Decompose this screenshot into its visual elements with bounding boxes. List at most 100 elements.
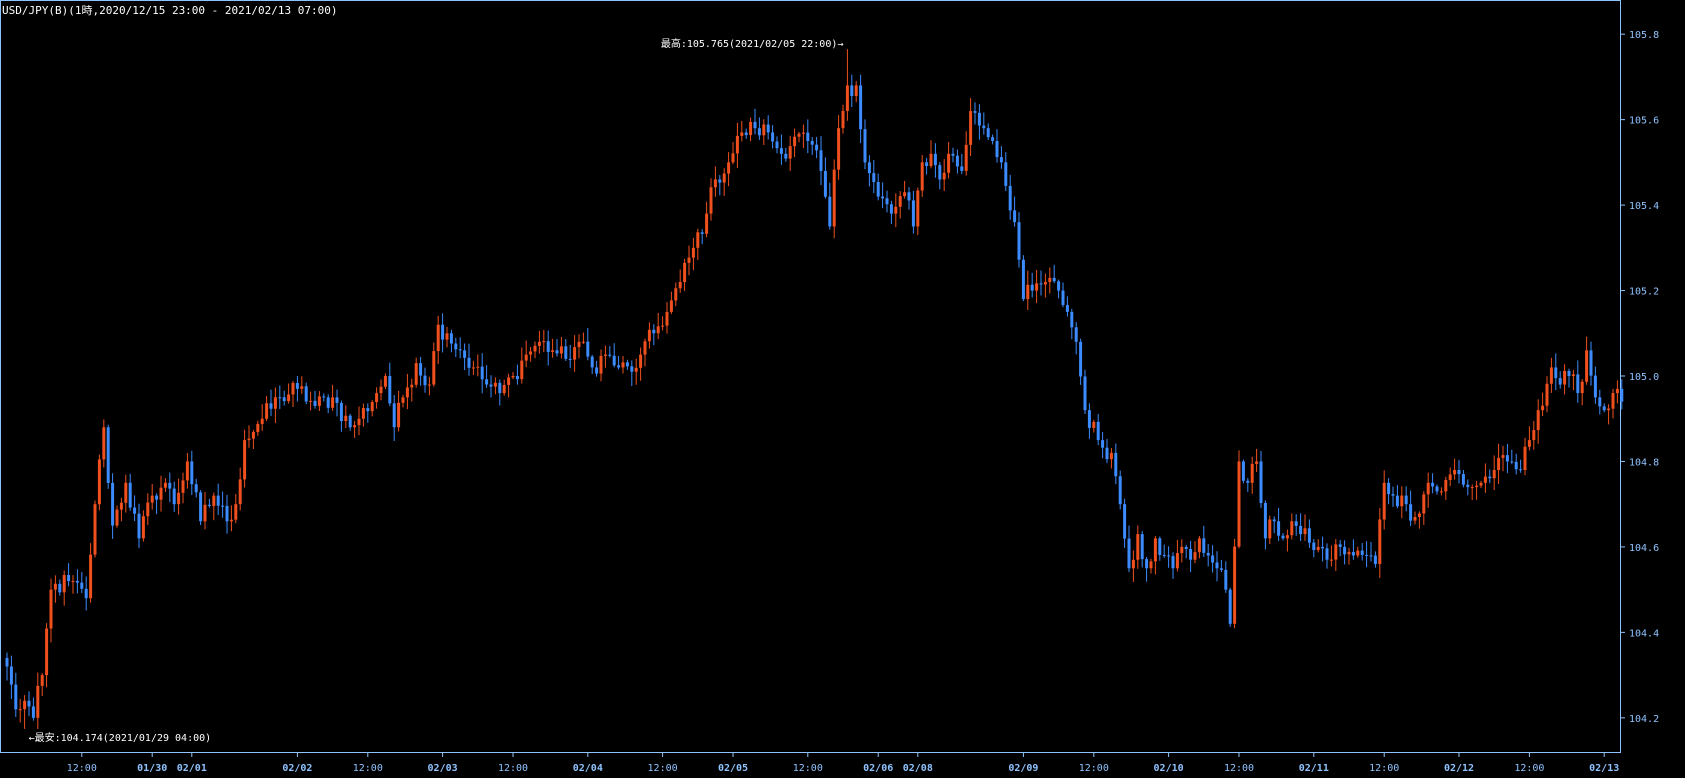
- x-tick-label: 12:00: [648, 763, 678, 774]
- candle: [1233, 538, 1237, 629]
- candle: [1483, 463, 1487, 493]
- candle: [634, 358, 638, 385]
- candle: [1549, 357, 1553, 393]
- candle: [1448, 467, 1452, 487]
- x-tick-label: 02/13: [1589, 763, 1619, 774]
- candle: [238, 467, 242, 511]
- candle: [40, 673, 44, 696]
- candle: [1497, 443, 1501, 485]
- candle: [859, 74, 863, 144]
- candle: [705, 201, 709, 238]
- chart-title: USD/JPY(B)(1時,2020/12/15 23:00 - 2021/02…: [2, 4, 338, 17]
- candle: [159, 475, 163, 512]
- candle: [115, 505, 119, 528]
- candle: [889, 200, 893, 224]
- candle: [212, 492, 216, 521]
- candle: [423, 367, 427, 393]
- candle: [995, 129, 999, 163]
- candle: [133, 495, 137, 522]
- candle: [1158, 536, 1162, 561]
- candle: [344, 405, 348, 429]
- candle: [568, 344, 572, 368]
- x-tick-label: 02/04: [573, 763, 603, 774]
- candle: [1470, 484, 1474, 501]
- candle: [1030, 272, 1034, 298]
- candle: [357, 406, 361, 436]
- candle: [700, 229, 704, 245]
- candle: [441, 313, 445, 353]
- candle: [1096, 413, 1100, 446]
- candle: [1475, 481, 1479, 500]
- candle: [1541, 392, 1545, 417]
- candle: [577, 334, 581, 359]
- candle: [304, 382, 308, 405]
- candle: [1501, 445, 1505, 472]
- candle: [955, 149, 959, 174]
- candle: [507, 373, 511, 398]
- candle: [1281, 533, 1285, 541]
- candle: [1479, 480, 1483, 488]
- candle: [322, 393, 326, 402]
- candle: [1109, 447, 1113, 469]
- candle: [595, 360, 599, 377]
- candle: [850, 74, 854, 108]
- candle: [546, 330, 550, 366]
- candle: [590, 354, 594, 374]
- candle: [1554, 353, 1558, 391]
- candle: [1585, 336, 1589, 385]
- candle: [278, 385, 282, 410]
- candle: [1343, 540, 1347, 565]
- candle: [1092, 419, 1096, 433]
- candle: [898, 191, 902, 219]
- candle: [155, 493, 159, 515]
- candle: [1338, 540, 1342, 557]
- candle: [1211, 545, 1215, 573]
- candle: [14, 672, 18, 717]
- candle: [920, 155, 924, 197]
- candle: [225, 494, 229, 534]
- candle: [106, 424, 110, 489]
- candle: [779, 134, 783, 165]
- candle: [1505, 443, 1509, 474]
- candle: [599, 349, 603, 382]
- candle: [370, 400, 374, 417]
- candle: [788, 135, 792, 171]
- y-tick-label: 105.0: [1629, 372, 1659, 383]
- x-tick-label: 02/08: [903, 763, 933, 774]
- candle: [845, 49, 849, 121]
- x-tick-label: 12:00: [67, 763, 97, 774]
- candle: [53, 575, 57, 603]
- candle: [1035, 269, 1039, 304]
- candle: [696, 228, 700, 260]
- x-tick-label: 02/12: [1444, 763, 1474, 774]
- candle: [1607, 404, 1611, 425]
- candle: [410, 378, 414, 402]
- candle: [982, 112, 986, 135]
- candle: [234, 493, 238, 524]
- y-tick-label: 105.4: [1629, 201, 1659, 212]
- candle: [449, 329, 453, 353]
- candle: [476, 354, 480, 377]
- low-annotation: ←最安:104.174(2021/01/29 04:00): [29, 731, 212, 744]
- candle: [740, 120, 744, 142]
- candle: [564, 338, 568, 362]
- x-tick-label: 12:00: [353, 763, 383, 774]
- candle: [894, 193, 898, 228]
- candle: [511, 372, 515, 380]
- candle: [190, 450, 194, 496]
- x-tick-label: 02/11: [1299, 763, 1329, 774]
- x-tick-label: 02/09: [1008, 763, 1038, 774]
- candle: [1312, 539, 1316, 558]
- candle: [1219, 559, 1223, 573]
- candle: [784, 147, 788, 162]
- candle: [999, 146, 1003, 169]
- candle: [951, 147, 955, 163]
- candle: [766, 115, 770, 140]
- candle: [867, 155, 871, 187]
- candle: [1101, 431, 1105, 459]
- candle: [31, 697, 35, 721]
- y-tick-label: 105.8: [1629, 30, 1659, 41]
- candle: [485, 365, 489, 388]
- candle: [353, 420, 357, 438]
- candle: [111, 473, 115, 539]
